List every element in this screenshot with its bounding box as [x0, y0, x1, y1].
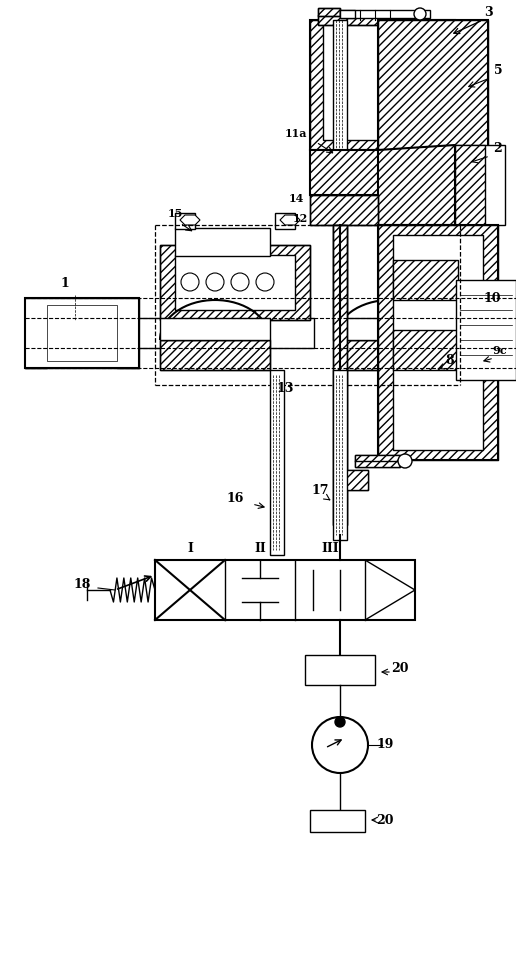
- Text: 5: 5: [494, 63, 502, 76]
- Bar: [175, 213, 195, 229]
- Bar: [318, 8, 340, 16]
- Circle shape: [312, 717, 368, 773]
- Bar: [393, 330, 458, 370]
- Bar: [393, 235, 483, 450]
- Bar: [338, 470, 368, 490]
- Bar: [334, 340, 449, 370]
- Bar: [355, 455, 400, 467]
- Text: 3: 3: [483, 6, 492, 18]
- Circle shape: [398, 454, 412, 468]
- Bar: [310, 195, 378, 225]
- Text: 16: 16: [227, 491, 244, 505]
- Text: 15: 15: [167, 207, 183, 219]
- Circle shape: [335, 717, 345, 727]
- Bar: [310, 810, 365, 832]
- Bar: [25, 298, 47, 368]
- Bar: [139, 318, 314, 348]
- Text: 18: 18: [73, 577, 91, 591]
- Circle shape: [414, 8, 426, 20]
- Bar: [160, 318, 270, 340]
- Circle shape: [256, 273, 274, 291]
- Text: 20: 20: [391, 662, 409, 675]
- Bar: [378, 225, 498, 460]
- Text: I: I: [187, 541, 193, 554]
- Bar: [117, 298, 139, 368]
- Text: 19: 19: [376, 738, 394, 751]
- Bar: [455, 145, 485, 225]
- Bar: [160, 340, 270, 370]
- Bar: [333, 225, 347, 525]
- Bar: [455, 145, 505, 225]
- Bar: [160, 245, 310, 320]
- Bar: [378, 20, 488, 195]
- Text: 1: 1: [60, 276, 69, 290]
- Bar: [47, 305, 117, 361]
- Bar: [318, 8, 340, 16]
- Text: 2: 2: [494, 141, 503, 155]
- Text: 10: 10: [483, 292, 501, 305]
- Bar: [310, 195, 378, 225]
- Polygon shape: [378, 145, 455, 225]
- Bar: [355, 455, 400, 467]
- Bar: [160, 245, 310, 320]
- Bar: [378, 225, 498, 460]
- Text: 14: 14: [288, 192, 304, 204]
- Bar: [275, 213, 295, 229]
- Bar: [175, 228, 270, 256]
- Polygon shape: [310, 150, 455, 195]
- Bar: [25, 298, 139, 368]
- Bar: [310, 20, 455, 150]
- Bar: [334, 318, 449, 340]
- Bar: [305, 655, 375, 685]
- Circle shape: [231, 273, 249, 291]
- Text: 20: 20: [376, 814, 394, 827]
- Text: 11a: 11a: [285, 127, 307, 139]
- Bar: [155, 560, 415, 620]
- Text: 17: 17: [311, 484, 329, 496]
- Bar: [310, 20, 455, 150]
- Text: 13: 13: [276, 381, 294, 395]
- Bar: [270, 370, 284, 555]
- Bar: [333, 370, 347, 540]
- Text: 9c: 9c: [493, 344, 507, 356]
- Bar: [318, 15, 388, 25]
- Bar: [340, 10, 430, 18]
- Bar: [334, 340, 449, 370]
- Circle shape: [206, 273, 224, 291]
- Bar: [323, 20, 378, 140]
- Bar: [175, 255, 295, 310]
- Bar: [338, 470, 368, 490]
- Bar: [333, 225, 347, 525]
- Polygon shape: [280, 215, 300, 225]
- Bar: [160, 340, 270, 370]
- Text: II: II: [254, 541, 266, 554]
- Text: III: III: [321, 541, 339, 554]
- Bar: [456, 280, 516, 380]
- Bar: [378, 20, 488, 195]
- Circle shape: [181, 273, 199, 291]
- Bar: [340, 10, 355, 18]
- Text: 12: 12: [293, 212, 308, 224]
- Bar: [333, 20, 347, 340]
- Polygon shape: [180, 215, 200, 225]
- Bar: [318, 15, 388, 25]
- Bar: [393, 260, 458, 300]
- Text: 8: 8: [446, 354, 454, 366]
